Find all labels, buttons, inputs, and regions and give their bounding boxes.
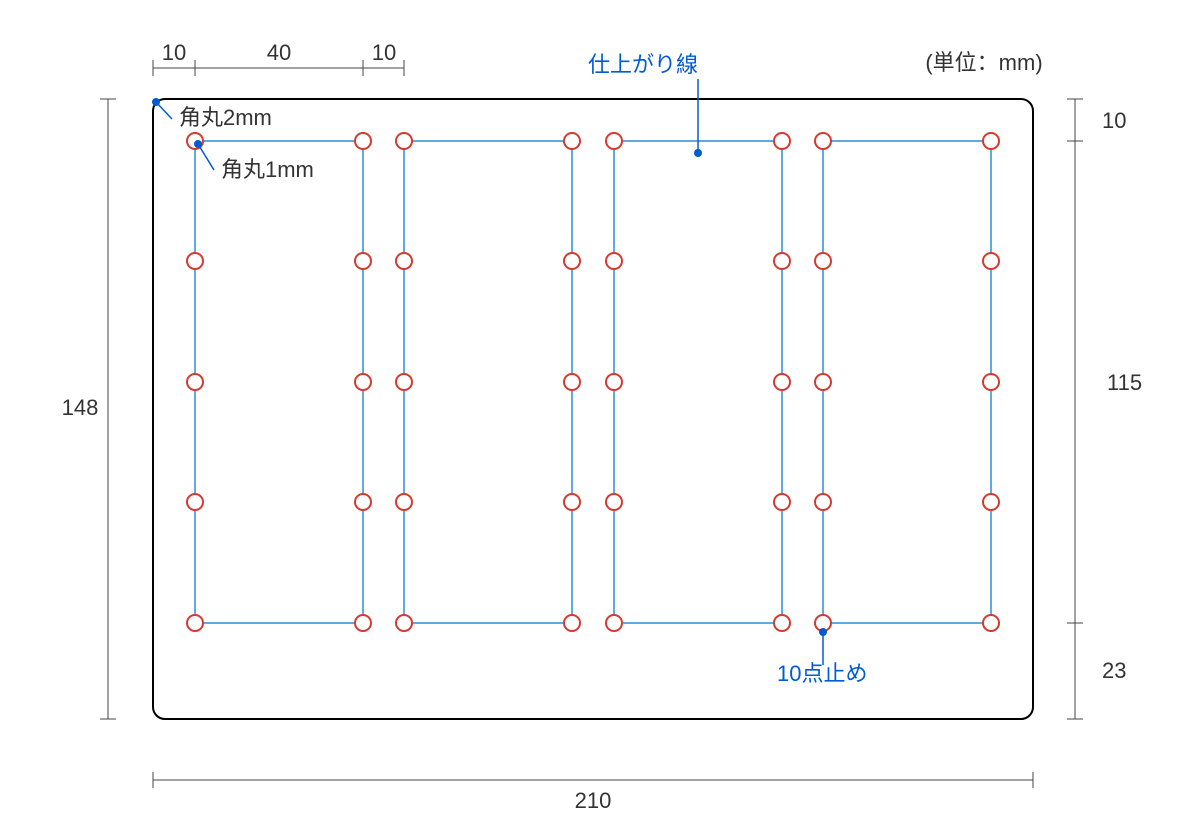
stop-point <box>355 253 371 269</box>
stop-point <box>396 615 412 631</box>
corner-2mm-label: 角丸2mm <box>179 105 272 130</box>
corner-1mm-pointer <box>198 144 214 170</box>
stop-point <box>983 615 999 631</box>
stop-point <box>564 374 580 390</box>
stop-point <box>564 133 580 149</box>
stop-point <box>983 494 999 510</box>
stop-point <box>355 615 371 631</box>
stop-point <box>396 374 412 390</box>
ten-stop-pointer-dot <box>819 628 827 636</box>
stop-point <box>355 133 371 149</box>
stop-point <box>774 494 790 510</box>
stop-point <box>983 374 999 390</box>
stop-point <box>774 253 790 269</box>
stop-point <box>606 133 622 149</box>
dim-left: 148 <box>62 99 116 719</box>
stop-point <box>983 133 999 149</box>
finish-panel-3 <box>614 141 782 623</box>
stop-point <box>815 494 831 510</box>
corner-1mm-pointer-dot <box>194 140 202 148</box>
corner-2mm-pointer-dot <box>152 98 160 106</box>
dim-top: 10 40 10 <box>153 32 404 99</box>
dim-right: 10 115 23 <box>1067 99 1142 719</box>
stop-point <box>606 374 622 390</box>
corner-1mm-label: 角丸1mm <box>221 157 314 182</box>
stop-point <box>396 494 412 510</box>
stop-point <box>774 133 790 149</box>
stop-point <box>983 253 999 269</box>
finish-line-panels <box>195 141 991 623</box>
stop-point <box>774 615 790 631</box>
stop-point <box>815 253 831 269</box>
stop-point <box>355 374 371 390</box>
sheet-outline <box>153 99 1033 719</box>
stop-point <box>564 253 580 269</box>
dim-bottom: 210 <box>153 772 1033 813</box>
stop-point <box>187 615 203 631</box>
stop-point <box>355 494 371 510</box>
dim-label: 10 <box>372 40 396 65</box>
stop-point <box>606 615 622 631</box>
stop-point <box>815 374 831 390</box>
finish-panel-2 <box>404 141 572 623</box>
stop-point <box>187 253 203 269</box>
stop-point <box>606 494 622 510</box>
stop-point <box>187 494 203 510</box>
stop-point <box>815 133 831 149</box>
stop-point <box>774 374 790 390</box>
stop-point <box>606 253 622 269</box>
dim-label: 148 <box>62 395 99 420</box>
dim-label: 210 <box>575 788 612 813</box>
stop-point <box>396 133 412 149</box>
stop-point <box>187 374 203 390</box>
finish-panel-4 <box>823 141 991 623</box>
stop-point <box>396 253 412 269</box>
dim-label: 10 <box>1102 108 1126 133</box>
stop-point <box>564 494 580 510</box>
dim-label: 40 <box>267 40 291 65</box>
unit-label: (単位：mm) <box>925 50 1042 75</box>
dim-label: 23 <box>1102 658 1126 683</box>
dim-label: 115 <box>1107 370 1142 395</box>
finish-line-pointer-dot <box>694 149 702 157</box>
stop-point-circles <box>187 133 999 631</box>
finish-panel-1 <box>195 141 363 623</box>
ten-stop-label: 10点止め <box>777 661 867 686</box>
stop-point <box>564 615 580 631</box>
finish-line-label: 仕上がり線 <box>588 52 698 77</box>
dim-label: 10 <box>162 40 186 65</box>
